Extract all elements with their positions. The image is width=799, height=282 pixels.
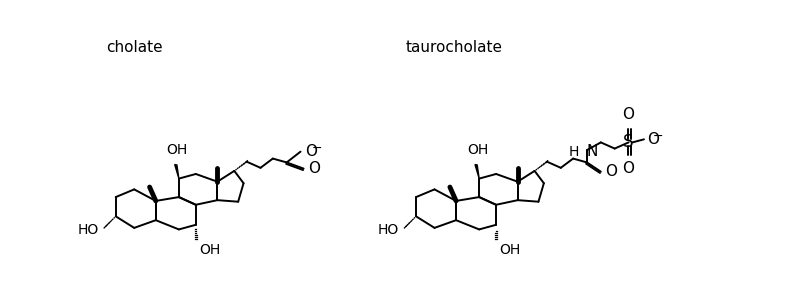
Text: O: O — [308, 161, 320, 176]
Text: taurocholate: taurocholate — [406, 40, 503, 55]
Text: H: H — [569, 145, 579, 159]
Polygon shape — [175, 164, 179, 179]
Text: O: O — [622, 107, 634, 122]
Text: OH: OH — [199, 243, 221, 257]
Text: HO: HO — [78, 223, 99, 237]
Text: O: O — [305, 144, 317, 159]
Text: O: O — [647, 132, 659, 147]
Text: HO: HO — [378, 223, 399, 237]
Text: cholate: cholate — [105, 40, 162, 55]
Text: S: S — [623, 133, 634, 151]
Text: O: O — [606, 164, 618, 179]
Text: O: O — [622, 161, 634, 176]
Text: OH: OH — [467, 143, 488, 157]
Text: −: − — [312, 142, 322, 155]
Polygon shape — [475, 164, 479, 179]
Text: N: N — [587, 144, 598, 159]
Text: −: − — [654, 130, 664, 143]
Text: OH: OH — [167, 143, 188, 157]
Text: OH: OH — [499, 243, 520, 257]
